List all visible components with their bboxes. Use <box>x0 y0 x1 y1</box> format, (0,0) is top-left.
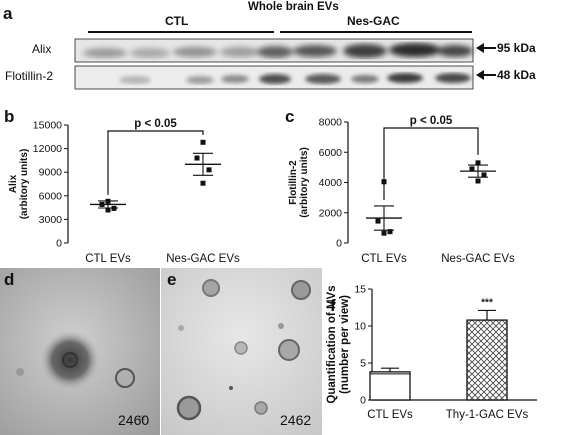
y-axis-label: Quantification of MVs (number per view) <box>326 285 351 403</box>
data-point <box>111 205 117 211</box>
panel-a-label: a <box>3 4 13 23</box>
blot-title: Whole brain EVs <box>248 1 339 13</box>
data-point <box>194 155 200 161</box>
y-axis-label-line: (arbitory units) <box>299 147 310 218</box>
x-tick-label: Thy-1-GAC EVs <box>446 409 529 421</box>
data-point <box>481 172 487 178</box>
em-image-d <box>0 268 160 435</box>
arrow-left-icon <box>476 43 496 53</box>
alix-scatter-chart: 0 3000 6000 9000 12000 15000 Alix (arbitory uni… <box>8 118 240 265</box>
blot-image <box>74 38 474 90</box>
y-tick-label: 9000 <box>39 167 63 179</box>
panel-c-label: c <box>285 107 295 126</box>
panel-b-label: b <box>4 107 15 126</box>
y-tick-label: 5 <box>360 358 366 370</box>
significance-bracket <box>383 127 479 200</box>
data-point <box>375 218 381 224</box>
y-tick-label: 2000 <box>319 207 343 219</box>
y-axis-label: Alix (arbitory units) <box>8 149 30 220</box>
data-point <box>200 180 206 186</box>
size-marker-48: 48 kDa <box>497 68 536 82</box>
y-tick-label: 0 <box>336 238 342 250</box>
y-axis-label-line: (arbitory units) <box>19 149 30 220</box>
group-label-nesgac: Nes-GAC <box>347 14 400 28</box>
data-point <box>475 178 481 184</box>
x-tick-label: Nes-GAC EVs <box>166 253 240 265</box>
bar <box>369 371 411 401</box>
y-axis-label: Flotillin-2 (arbitory units) <box>288 147 310 218</box>
y-tick-label: 15000 <box>33 120 62 132</box>
y-axis-label-line: Quantification of MVs <box>326 285 338 403</box>
y-axis-label-line: (number per view) <box>339 295 351 394</box>
em-image-e <box>161 268 322 435</box>
significance-marker: *** <box>481 297 493 308</box>
data-point <box>99 201 105 207</box>
data-point <box>206 167 212 173</box>
group-label-ctl: CTL <box>165 14 189 28</box>
p-value-label: p < 0.05 <box>410 115 453 127</box>
data-point <box>387 229 393 235</box>
data-point <box>381 230 387 236</box>
y-axis-label-line: Alix <box>8 174 19 193</box>
panel-f-label: f <box>330 296 336 315</box>
y-tick-label: 15 <box>354 284 366 296</box>
blot-row-label-alix: Alix <box>32 42 52 56</box>
y-tick-label: 4000 <box>319 177 343 189</box>
y-tick-label: 10 <box>354 321 366 333</box>
panel-d-label: d <box>4 270 15 289</box>
bar <box>466 319 508 401</box>
p-value-label: p < 0.05 <box>134 118 177 130</box>
x-tick-label: CTL EVs <box>85 253 131 265</box>
size-marker-95: 95 kDa <box>497 41 536 55</box>
panel-e-label: e <box>167 270 177 289</box>
x-tick-label: CTL EVs <box>361 253 407 265</box>
flotillin-scatter-chart: 0 2000 4000 6000 8000 Flotillin-2 (arbitory un… <box>288 115 515 265</box>
group-bar-nesgac <box>280 31 472 33</box>
data-point <box>475 160 481 166</box>
group-bar-ctl <box>88 31 274 33</box>
y-tick-label: 3000 <box>39 214 63 226</box>
data-point <box>469 166 475 172</box>
y-axis-label-line: Flotillin-2 <box>288 160 299 205</box>
data-point <box>200 139 206 145</box>
x-tick-label: CTL EVs <box>367 409 413 421</box>
y-tick-label: 8000 <box>319 117 343 129</box>
y-tick-label: 6000 <box>39 190 63 202</box>
y-tick-label: 12000 <box>33 143 62 155</box>
x-tick-label: Nes-GAC EVs <box>441 253 515 265</box>
data-point <box>105 198 111 204</box>
y-tick-label: 0 <box>56 238 62 250</box>
y-tick-label: 0 <box>360 395 366 407</box>
image-id-2460: 2460 <box>118 412 150 428</box>
arrow-left-icon <box>476 70 496 80</box>
blot-row-label-flotillin: Flotillin-2 <box>5 69 54 83</box>
data-point <box>105 207 111 213</box>
significance-bracket <box>107 130 204 195</box>
image-id-2462: 2462 <box>280 412 312 428</box>
y-tick-label: 6000 <box>319 147 343 159</box>
